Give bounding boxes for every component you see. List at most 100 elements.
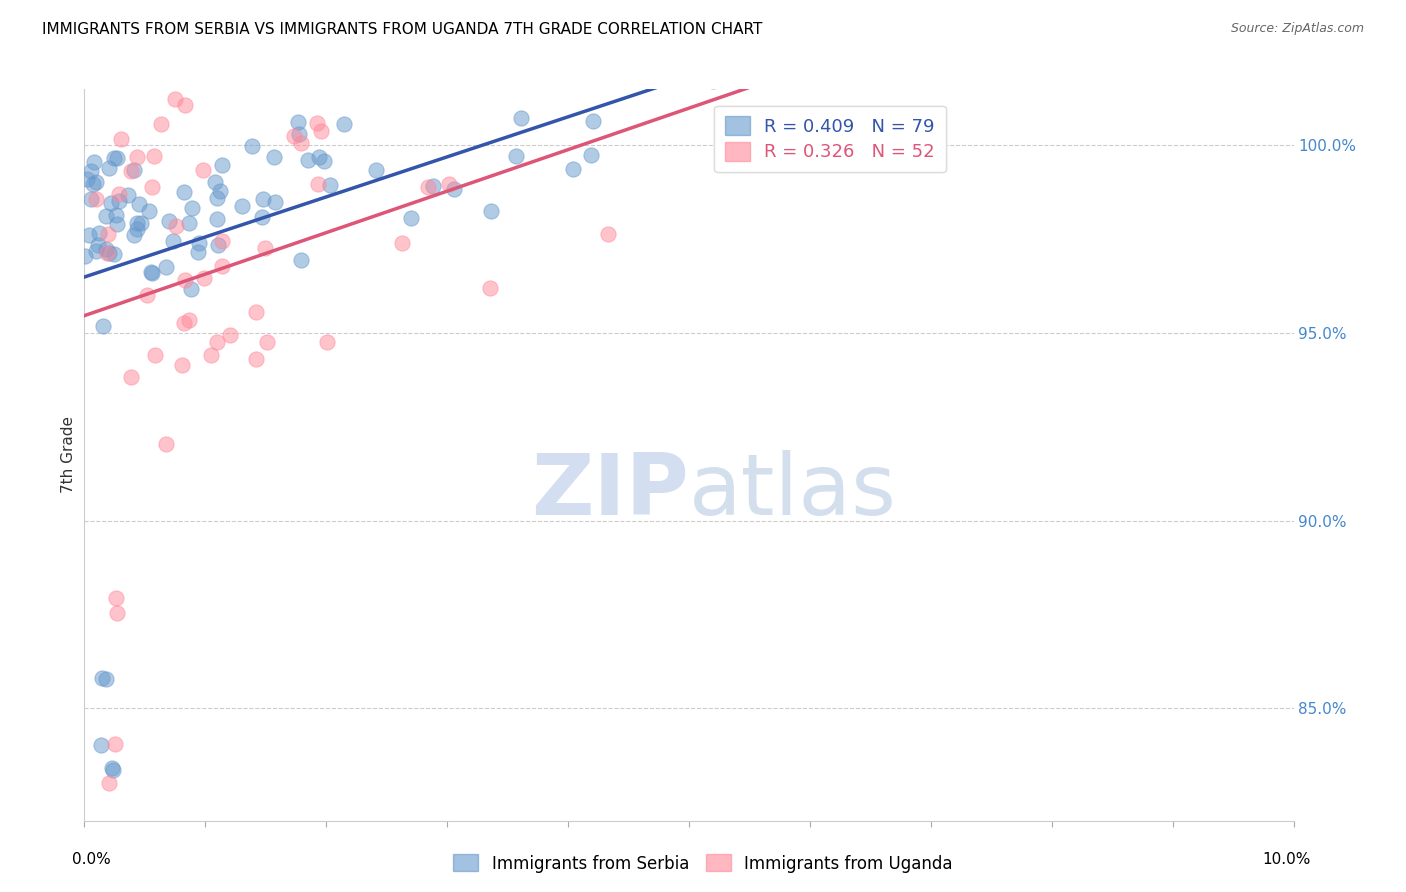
Point (179, 217, 201, 231)
Point (308, 150, 330, 164)
Point (505, 149, 527, 163)
Point (290, 136, 312, 150)
Point (128, 196, 150, 211)
Point (170, 358, 193, 372)
Point (155, 260, 177, 275)
Point (842, 22, 865, 37)
Point (510, 111, 533, 125)
Y-axis label: 7th Grade: 7th Grade (60, 417, 76, 493)
Point (84, 175, 107, 189)
Point (124, 227, 146, 242)
Point (83, 155, 105, 169)
Point (173, 316, 195, 330)
Point (79, 228, 101, 243)
Point (399, 211, 422, 225)
Point (80, 192, 103, 206)
Point (96, 209, 118, 223)
Point (204, 175, 226, 189)
Point (98, 161, 121, 175)
Point (205, 212, 228, 227)
Point (702, 74, 724, 88)
Point (439, 177, 461, 191)
Point (316, 334, 339, 349)
Point (479, 203, 502, 218)
Point (200, 347, 222, 361)
Point (165, 219, 187, 233)
Point (84, 244, 107, 258)
Point (790, 121, 813, 136)
Point (134, 54, 156, 69)
Point (479, 281, 502, 295)
Point (108, 194, 131, 209)
Point (264, 195, 287, 210)
Point (256, 335, 278, 350)
Point (117, 188, 139, 202)
Point (142, 149, 165, 163)
Point (307, 178, 329, 192)
Point (76, 172, 98, 186)
Point (110, 132, 132, 146)
Point (173, 186, 195, 200)
Point (305, 116, 328, 130)
Point (94, 672, 117, 686)
Point (105, 217, 128, 231)
Point (188, 236, 211, 251)
Point (89, 226, 111, 240)
Point (252, 210, 274, 224)
Point (245, 305, 267, 319)
Point (141, 266, 163, 280)
Point (218, 328, 240, 343)
Point (443, 182, 465, 196)
Point (155, 437, 177, 451)
Text: IMMIGRANTS FROM SERBIA VS IMMIGRANTS FROM UGANDA 7TH GRADE CORRELATION CHART: IMMIGRANTS FROM SERBIA VS IMMIGRANTS FRO… (42, 22, 762, 37)
Point (138, 203, 160, 218)
Point (304, 65, 326, 79)
Point (180, 282, 202, 296)
Point (596, 227, 619, 241)
Text: 0.0%: 0.0% (72, 852, 111, 867)
Point (252, 193, 274, 207)
Legend: Immigrants from Serbia, Immigrants from Uganda: Immigrants from Serbia, Immigrants from … (447, 847, 959, 880)
Text: 10.0%: 10.0% (1263, 852, 1310, 867)
Point (141, 180, 163, 194)
Point (108, 186, 131, 201)
Point (562, 161, 585, 176)
Point (245, 351, 267, 366)
Point (103, 70, 125, 85)
Point (263, 150, 285, 164)
Point (582, 114, 605, 128)
Point (98, 246, 121, 260)
Point (207, 334, 229, 349)
Point (314, 153, 336, 168)
Point (288, 127, 311, 141)
Point (80, 164, 103, 178)
Point (283, 128, 305, 143)
Point (174, 98, 197, 112)
Point (87, 238, 110, 252)
Point (177, 313, 200, 327)
Point (254, 240, 277, 254)
Point (101, 764, 124, 778)
Point (120, 163, 142, 178)
Point (422, 179, 444, 194)
Point (207, 238, 229, 252)
Point (90, 671, 112, 685)
Point (120, 370, 142, 384)
Point (97, 227, 120, 241)
Point (100, 196, 122, 211)
Point (579, 147, 602, 161)
Point (174, 273, 197, 287)
Point (181, 201, 204, 215)
Point (157, 213, 180, 227)
Point (103, 151, 125, 165)
Point (250, 45, 273, 59)
Point (125, 150, 148, 164)
Point (75, 249, 97, 263)
Point (125, 222, 148, 236)
Point (105, 591, 128, 605)
Point (231, 199, 253, 213)
Point (391, 235, 413, 250)
Point (96, 242, 118, 256)
Point (162, 234, 184, 248)
Point (105, 151, 128, 165)
